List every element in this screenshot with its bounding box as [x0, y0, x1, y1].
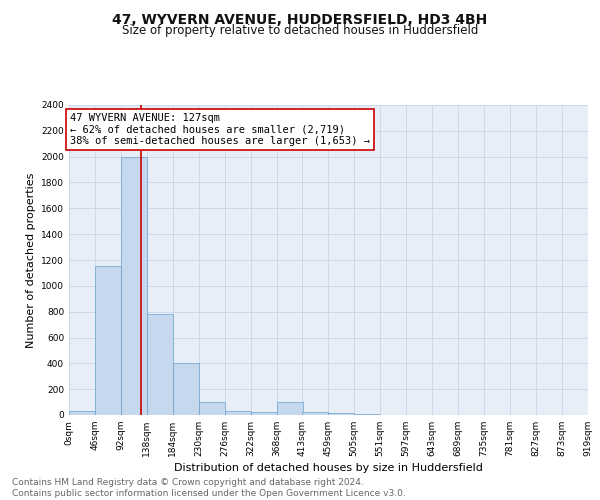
Bar — [302, 412, 328, 415]
Text: Contains HM Land Registry data © Crown copyright and database right 2024.
Contai: Contains HM Land Registry data © Crown c… — [12, 478, 406, 498]
Bar — [277, 402, 303, 415]
Text: Size of property relative to detached houses in Huddersfield: Size of property relative to detached ho… — [122, 24, 478, 37]
Text: 47, WYVERN AVENUE, HUDDERSFIELD, HD3 4BH: 47, WYVERN AVENUE, HUDDERSFIELD, HD3 4BH — [112, 12, 488, 26]
Bar — [328, 413, 354, 415]
Bar — [354, 414, 380, 415]
Bar — [199, 402, 225, 415]
Y-axis label: Number of detached properties: Number of detached properties — [26, 172, 35, 348]
Bar — [69, 411, 95, 415]
Bar — [147, 314, 173, 415]
Text: 47 WYVERN AVENUE: 127sqm
← 62% of detached houses are smaller (2,719)
38% of sem: 47 WYVERN AVENUE: 127sqm ← 62% of detach… — [70, 112, 370, 146]
Bar — [225, 411, 251, 415]
Bar — [121, 156, 147, 415]
Bar — [173, 364, 199, 415]
Bar — [95, 266, 121, 415]
Bar — [251, 412, 277, 415]
X-axis label: Distribution of detached houses by size in Huddersfield: Distribution of detached houses by size … — [174, 463, 483, 473]
